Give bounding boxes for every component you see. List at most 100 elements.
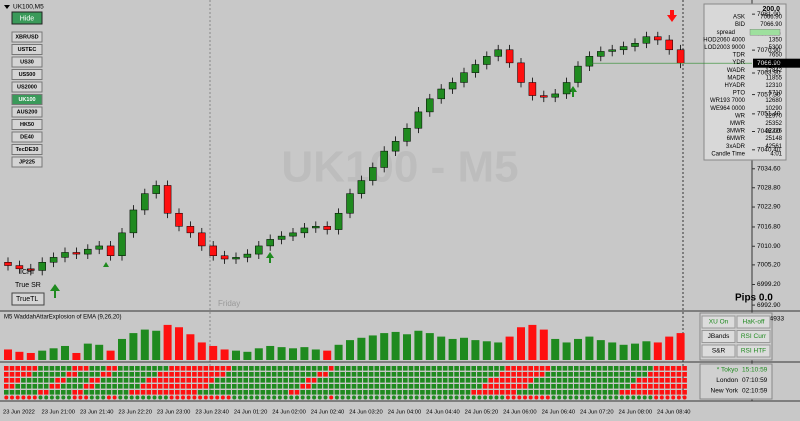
trend-dot	[682, 395, 687, 400]
trend-dot	[648, 395, 653, 400]
trend-cell	[254, 378, 260, 383]
wae-bar	[403, 334, 411, 360]
indicator-button[interactable]	[736, 315, 771, 329]
trend-cell	[568, 378, 573, 383]
symbol-label[interactable]: US30	[20, 59, 34, 65]
indicator-button[interactable]	[736, 344, 771, 358]
wae-bar	[505, 336, 514, 360]
trend-cell	[21, 372, 26, 377]
menu-icon[interactable]	[4, 5, 10, 9]
symbol-label[interactable]: XBRUSD	[15, 34, 38, 40]
indicator-button[interactable]	[701, 330, 736, 343]
trend-cell	[277, 390, 283, 395]
candle-body	[209, 245, 217, 256]
symbol-label[interactable]: US500	[19, 72, 36, 78]
trend-cell	[653, 366, 659, 371]
trend-cell	[271, 378, 277, 383]
symbol-label[interactable]: UK100	[18, 97, 35, 103]
trend-cell	[665, 366, 670, 371]
trend-cell	[49, 366, 55, 371]
indicator-label[interactable]: RSI Curr	[741, 333, 767, 340]
trend-dot	[357, 395, 362, 400]
trend-cell	[556, 378, 562, 383]
symbol-button[interactable]	[11, 69, 43, 80]
indicator-button[interactable]	[701, 344, 736, 358]
candle-body	[255, 245, 263, 255]
candle-body	[186, 226, 195, 234]
wae-bar	[471, 340, 480, 360]
trend-dot	[323, 395, 328, 400]
symbol-button[interactable]	[11, 156, 43, 168]
trend-cell	[545, 366, 551, 371]
trend-cell	[619, 372, 625, 377]
trend-dot	[625, 395, 630, 400]
indicator-label[interactable]: XU On	[709, 319, 729, 326]
trend-cell	[283, 378, 288, 383]
symbol-label[interactable]: USTEC	[18, 47, 37, 53]
trend-cell	[471, 372, 476, 377]
symbol-button[interactable]	[11, 94, 43, 105]
trend-dot	[637, 395, 641, 400]
trend-dot	[124, 395, 128, 400]
symbol-label[interactable]: AUS200	[17, 109, 38, 115]
trend-dot	[38, 395, 43, 400]
indicator-button[interactable]	[701, 315, 736, 329]
tool-label[interactable]: ICHI	[20, 269, 34, 276]
trend-dot	[414, 395, 419, 400]
symbol-button[interactable]	[11, 106, 43, 118]
trend-cell	[505, 366, 511, 371]
symbol-button[interactable]	[11, 56, 43, 68]
symbol-button[interactable]	[11, 31, 43, 43]
trend-cell	[38, 366, 43, 371]
candle-body	[642, 36, 651, 44]
symbol-button[interactable]	[11, 44, 43, 55]
watermark: UK100 - M5	[281, 143, 518, 192]
symbol-label[interactable]: US2000	[17, 84, 37, 90]
trend-dot	[135, 395, 140, 400]
symbol-button[interactable]	[11, 81, 43, 93]
symbol-button[interactable]	[11, 119, 43, 130]
trend-cell	[61, 366, 66, 371]
indicator-label[interactable]: RSI HTF	[741, 348, 766, 355]
info-key: Candle Time	[711, 151, 745, 157]
trend-dot	[106, 395, 111, 400]
trend-cell	[328, 366, 334, 371]
trend-cell	[488, 372, 494, 377]
trend-dot	[329, 395, 334, 400]
tool-label[interactable]: TrueTL	[16, 296, 38, 303]
trend-cell	[140, 378, 146, 383]
trend-cell	[300, 366, 305, 371]
trend-cell	[636, 366, 642, 371]
trend-cell	[448, 366, 454, 371]
symbol-label[interactable]: TecDE30	[16, 147, 39, 153]
trend-cell	[482, 372, 488, 377]
trend-cell	[368, 366, 374, 371]
indicator-button[interactable]	[736, 330, 771, 343]
indicator-label[interactable]: HaK-off	[743, 319, 765, 326]
trend-cell	[636, 384, 642, 389]
sessions-panel	[699, 363, 773, 400]
candle-body	[84, 248, 92, 255]
hide-button[interactable]	[11, 11, 43, 25]
indicator-label[interactable]: S&R	[712, 348, 726, 355]
symbol-button[interactable]	[11, 144, 43, 155]
symbol-button[interactable]	[11, 131, 43, 143]
arrow-up	[103, 262, 109, 267]
trend-cell	[328, 378, 334, 383]
indicator-label[interactable]: JBands	[708, 333, 730, 340]
tool-label[interactable]: True SR	[15, 282, 41, 289]
trend-cell	[517, 390, 522, 395]
trend-cell	[448, 384, 454, 389]
tool-box[interactable]	[11, 292, 45, 306]
trend-cell	[591, 366, 596, 371]
symbol-label[interactable]: DE40	[20, 134, 34, 140]
trend-cell	[266, 390, 271, 395]
symbol-label[interactable]: HK50	[20, 122, 34, 128]
symbol-label[interactable]: JP225	[19, 159, 35, 165]
hide-label[interactable]: Hide	[20, 15, 35, 22]
trend-cell	[488, 390, 494, 395]
trend-cell	[642, 366, 647, 371]
trend-cell	[4, 372, 9, 377]
x-tick-label: 24 Jun 04:40	[426, 410, 460, 416]
trend-cell	[613, 378, 619, 383]
